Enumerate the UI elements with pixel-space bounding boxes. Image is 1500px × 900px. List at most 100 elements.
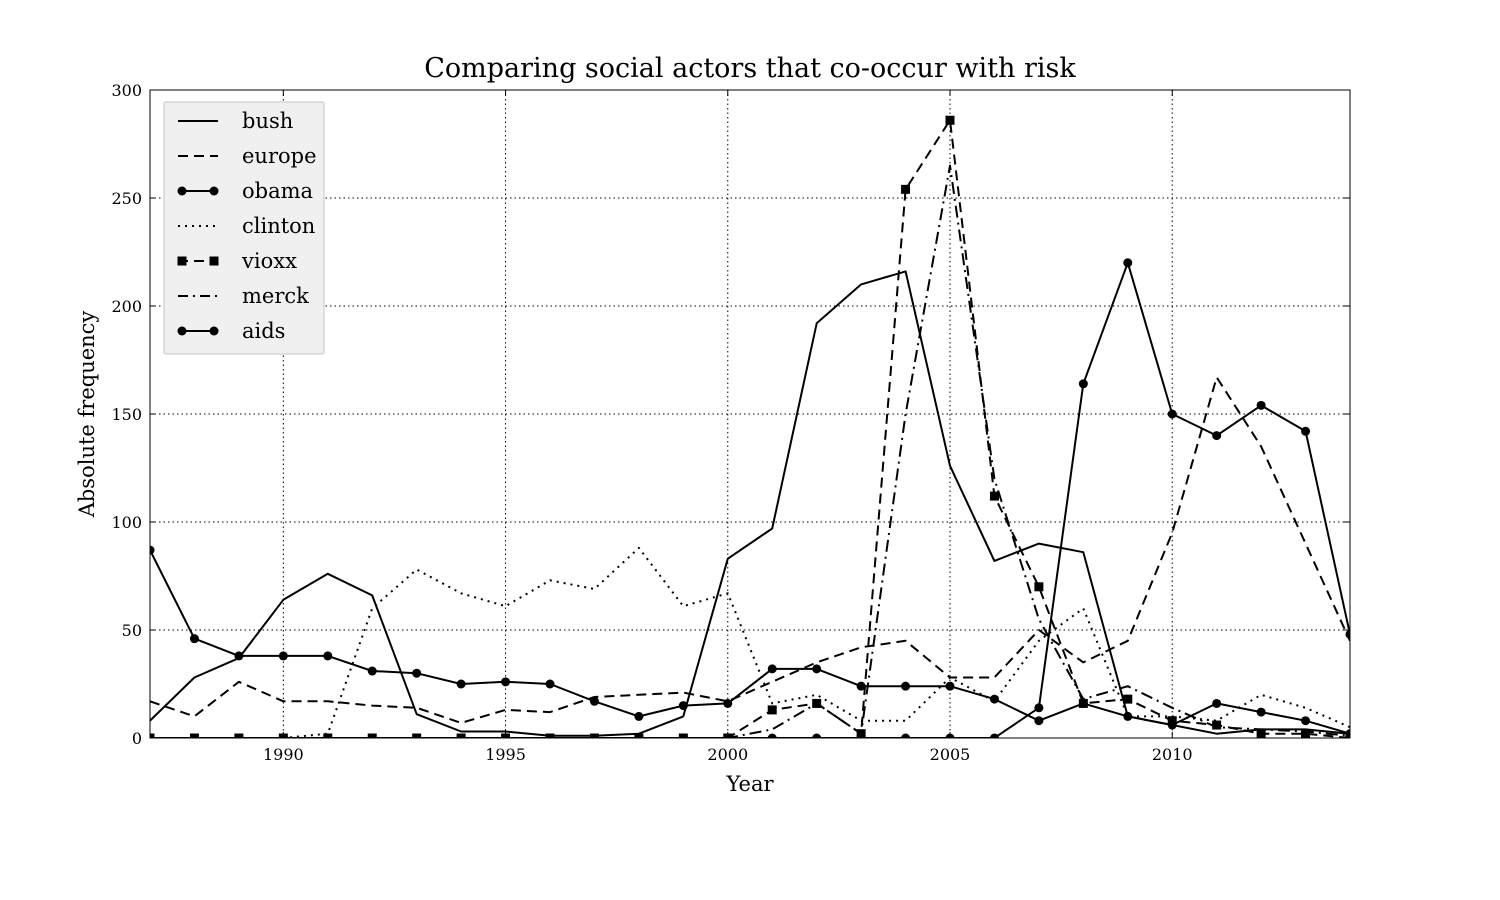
data-point-aids (1301, 716, 1311, 726)
series-line-obama (150, 261, 1350, 738)
data-point-vioxx (1256, 729, 1266, 738)
data-point-obama (1078, 379, 1088, 389)
data-point-vioxx (367, 733, 377, 738)
data-point-aids (501, 677, 511, 687)
data-point-aids (323, 651, 333, 661)
data-point-aids (767, 664, 777, 674)
data-point-vioxx (189, 733, 199, 738)
series-obama (150, 258, 1350, 738)
data-point-obama (767, 733, 777, 738)
data-point-vioxx (545, 733, 555, 738)
series-line-europe (150, 376, 1350, 724)
data-point-aids (456, 679, 466, 689)
legend-marker (209, 326, 219, 336)
series-line-vioxx (150, 119, 1350, 738)
data-point-vioxx (767, 705, 777, 715)
legend-label: aids (242, 319, 285, 343)
legend-item-obama: obama (177, 179, 313, 203)
data-point-obama (812, 733, 822, 738)
data-point-aids (634, 711, 644, 721)
y-tick-label: 200 (111, 297, 142, 316)
legend-item-bush: bush (178, 109, 293, 133)
legend-marker (177, 326, 187, 336)
legend-marker (209, 186, 219, 196)
legend-label: europe (242, 144, 317, 168)
legend-marker (177, 186, 187, 196)
data-point-obama (1123, 258, 1133, 268)
legend-label: vioxx (241, 249, 297, 273)
legend-item-aids: aids (177, 319, 285, 343)
y-axis-label: Absolute frequency (75, 311, 99, 519)
series-line-bush (150, 270, 1350, 737)
data-point-aids (856, 681, 866, 691)
data-point-vioxx (1034, 582, 1044, 592)
data-point-vioxx (150, 733, 155, 738)
chart-title: Comparing social actors that co-occur wi… (424, 53, 1076, 84)
data-point-aids (150, 545, 155, 555)
legend-item-merck: merck (178, 284, 309, 308)
series-clinton (150, 546, 1350, 738)
series-bush (150, 270, 1350, 737)
data-point-vioxx (1123, 694, 1133, 704)
legend-marker (209, 256, 219, 266)
legend: bush europe obama clinton vioxx merck aids (163, 101, 325, 355)
y-tick-label: 100 (111, 513, 142, 532)
legend-label: clinton (242, 214, 315, 238)
y-tick-label: 300 (111, 81, 142, 100)
x-tick-label: 1995 (485, 745, 526, 764)
series-vioxx (150, 115, 1350, 738)
series-europe (150, 376, 1350, 724)
legend-item-vioxx: vioxx (177, 249, 297, 273)
data-point-aids (234, 651, 244, 661)
y-tick-label: 150 (111, 405, 142, 424)
series-line-merck (150, 164, 1350, 738)
data-point-aids (545, 679, 555, 689)
x-tick-label: 2000 (707, 745, 748, 764)
series-line-aids (150, 549, 1350, 735)
data-point-vioxx (1301, 729, 1311, 738)
legend-label: merck (242, 284, 309, 308)
data-point-obama (1034, 703, 1044, 713)
legend-box (163, 101, 325, 355)
data-point-vioxx (234, 733, 244, 738)
axis-ticks: 1990 1995 2000 2005 2010 0 50 100 150 200 250 300 (111, 81, 1350, 764)
data-point-aids (812, 664, 822, 674)
y-tick-label: 250 (111, 189, 142, 208)
data-point-obama (1256, 400, 1266, 410)
data-point-aids (278, 651, 288, 661)
data-point-aids (412, 668, 422, 678)
series-group (150, 115, 1350, 738)
data-point-vioxx (945, 115, 955, 125)
data-point-aids (1034, 716, 1044, 726)
legend-item-clinton: clinton (178, 214, 315, 238)
data-point-aids (678, 701, 688, 711)
data-point-aids (1256, 707, 1266, 717)
legend-marker (177, 256, 187, 266)
data-point-aids (189, 634, 199, 644)
data-point-vioxx (456, 733, 466, 738)
data-point-aids (1167, 720, 1177, 730)
data-point-obama (1301, 426, 1311, 436)
x-tick-label: 2005 (930, 745, 971, 764)
data-point-aids (723, 698, 733, 708)
data-point-aids (989, 694, 999, 704)
data-point-vioxx (589, 733, 599, 738)
data-point-vioxx (1212, 720, 1222, 730)
x-tick-label: 2010 (1152, 745, 1193, 764)
data-point-obama (1212, 431, 1222, 441)
data-point-obama (1167, 409, 1177, 419)
data-point-obama (1345, 629, 1350, 639)
data-point-aids (1212, 698, 1222, 708)
series-line-clinton (150, 546, 1350, 738)
data-point-vioxx (901, 184, 911, 194)
y-tick-label: 50 (122, 621, 142, 640)
y-tick-label: 0 (132, 729, 142, 748)
data-point-aids (945, 681, 955, 691)
legend-item-europe: europe (178, 144, 317, 168)
data-point-aids (589, 696, 599, 706)
data-point-aids (1345, 729, 1350, 738)
x-tick-label: 1990 (263, 745, 304, 764)
series-merck (150, 164, 1350, 738)
data-point-vioxx (412, 733, 422, 738)
